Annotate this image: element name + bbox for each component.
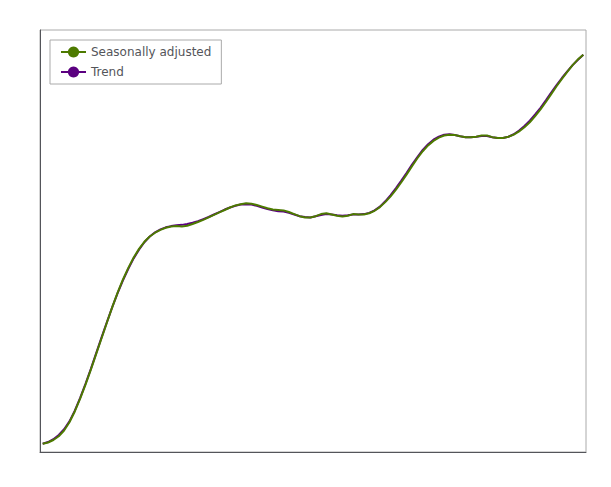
svg-text:Seasonally adjusted: Seasonally adjusted: [91, 45, 211, 59]
svg-text:Trend: Trend: [90, 65, 124, 79]
